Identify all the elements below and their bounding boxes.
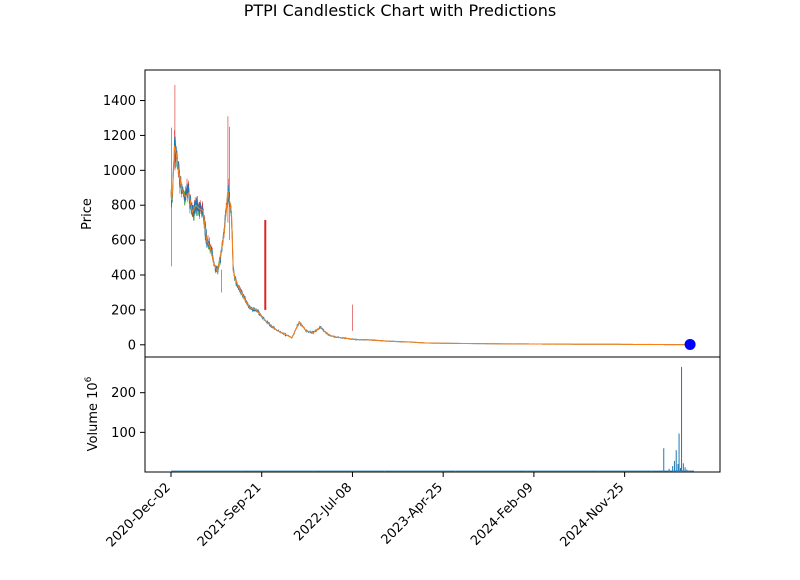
price-y-tick-label: 1000 (103, 164, 136, 179)
price-y-ticks: 0 200 400 600 800 1000 1200 1400 (103, 94, 145, 353)
x-tick-label: 2020-Dec-02 (104, 480, 174, 550)
x-tick-label: 2021-Sep-21 (195, 480, 265, 550)
price-y-tick-label: 1200 (103, 129, 136, 144)
volume-axis-label-text: Volume 10 (86, 382, 101, 451)
price-y-tick-label: 800 (111, 199, 136, 214)
volume-axis-label: Volume 106 (84, 376, 101, 451)
x-tick-label: 2024-Feb-09 (468, 480, 537, 549)
close-price-line (170, 145, 694, 346)
volume-y-tick-label: 200 (111, 386, 136, 401)
volume-panel: 100 200 Volume 106 (84, 356, 721, 473)
x-axis: 2020-Dec-02 2021-Sep-21 2022-Jul-08 2023-Ap… (104, 472, 627, 550)
x-tick-label: 2022-Jul-08 (291, 480, 355, 544)
x-tick-label: 2023-Apr-25 (379, 480, 446, 547)
volume-axis-label-exponent: 6 (84, 376, 94, 382)
volume-plot-area (170, 366, 694, 472)
price-panel-frame (144, 69, 721, 358)
price-plot-area (170, 84, 696, 350)
price-axis-label: Price (80, 198, 95, 230)
price-y-tick-label: 200 (111, 303, 136, 318)
price-y-tick-label: 400 (111, 269, 136, 284)
prediction-marker (684, 338, 696, 350)
chart-title: PTPI Candlestick Chart with Predictions (244, 1, 557, 20)
price-panel: 0 200 400 600 800 1000 1200 1400 Price (80, 69, 721, 358)
volume-panel-frame (144, 356, 721, 473)
volume-y-ticks: 100 200 (111, 386, 145, 441)
price-y-tick-label: 1400 (103, 94, 136, 109)
volume-y-tick-label: 100 (111, 426, 136, 441)
x-tick-label: 2024-Nov-25 (557, 480, 627, 550)
price-y-tick-label: 0 (128, 338, 136, 353)
price-y-tick-label: 600 (111, 234, 136, 249)
